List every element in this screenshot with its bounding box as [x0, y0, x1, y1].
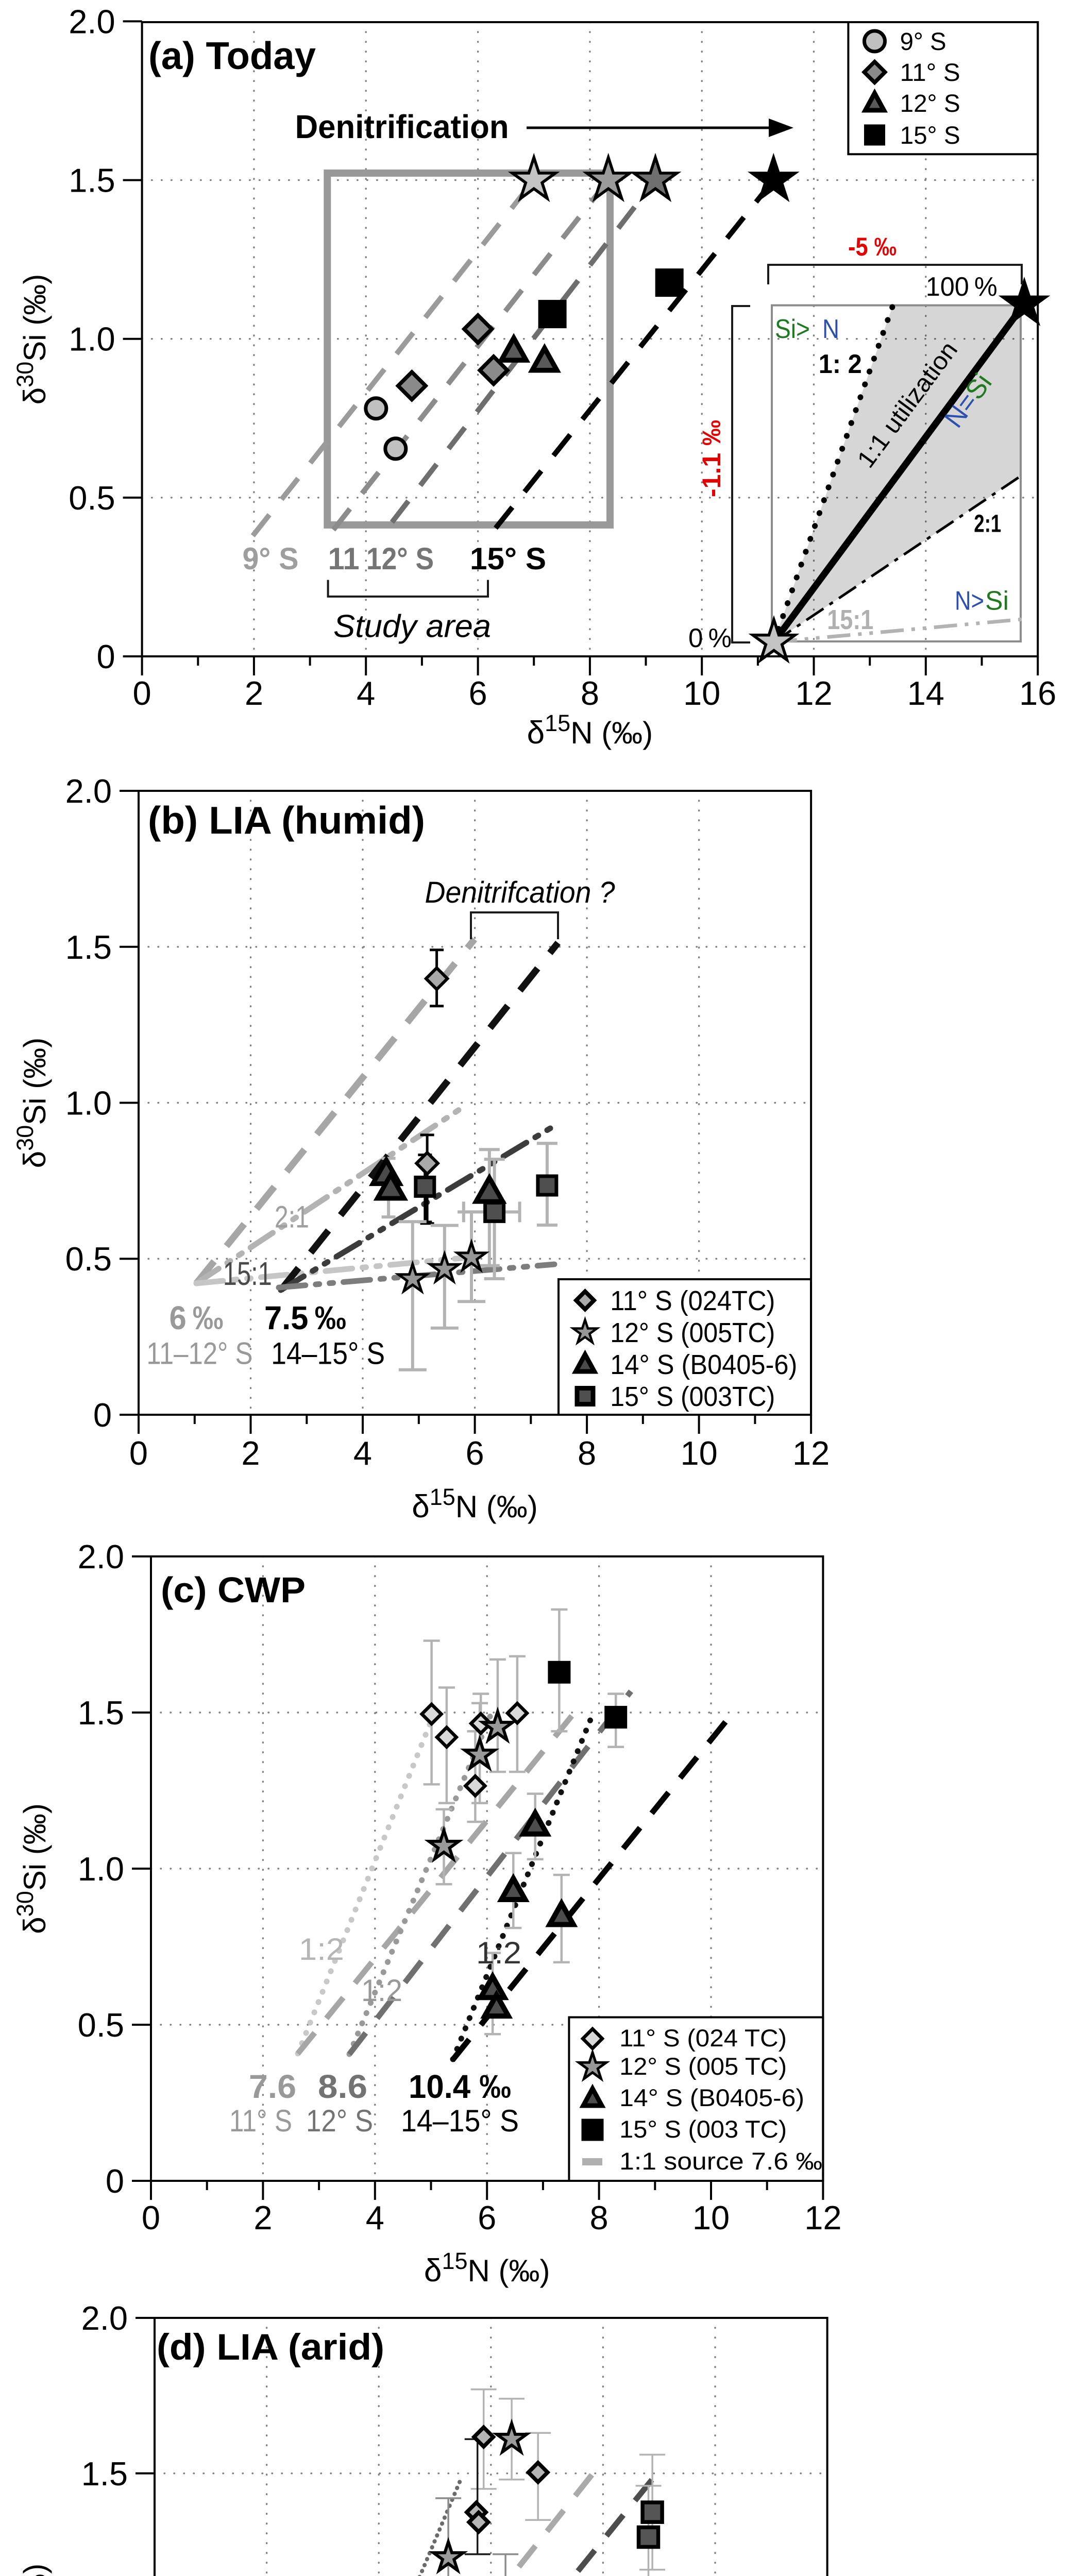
svg-text:14: 14	[907, 674, 944, 712]
svg-text:Si>: Si>	[775, 314, 810, 344]
svg-text:11–12° S: 11–12° S	[146, 1336, 252, 1370]
svg-text:-1.1 ‰: -1.1 ‰	[697, 420, 726, 497]
svg-text:2.0: 2.0	[78, 1538, 124, 1575]
svg-text:11: 11	[328, 541, 360, 576]
svg-text:Si: Si	[985, 586, 1009, 616]
svg-text:(b) LIA (humid): (b) LIA (humid)	[148, 799, 425, 842]
svg-text:1.5: 1.5	[65, 928, 112, 966]
svg-text:8: 8	[590, 2199, 608, 2236]
svg-text:(a) Today: (a) Today	[148, 34, 316, 77]
svg-text:14° S (B0405-6): 14° S (B0405-6)	[610, 1349, 797, 1380]
svg-text:0 %: 0 %	[688, 623, 732, 653]
svg-text:4: 4	[357, 674, 375, 712]
svg-text:2.0: 2.0	[65, 772, 112, 810]
svg-text:1.0: 1.0	[69, 320, 115, 358]
svg-text:1.5: 1.5	[81, 2455, 128, 2493]
svg-text:1.5: 1.5	[78, 1694, 124, 1732]
svg-text:12° S (005 TC): 12° S (005 TC)	[619, 2053, 787, 2080]
svg-text:Study area: Study area	[333, 609, 491, 645]
svg-text:2: 2	[253, 2199, 272, 2236]
svg-text:0: 0	[133, 674, 151, 712]
svg-text:0.5: 0.5	[69, 479, 115, 517]
svg-text:0.5: 0.5	[78, 2006, 124, 2044]
svg-text:Denitrifcation ?: Denitrifcation ?	[425, 876, 616, 909]
svg-text:15:1: 15:1	[827, 604, 873, 635]
svg-text:11° S (024TC): 11° S (024TC)	[610, 1285, 775, 1316]
svg-text:δ30Si (‰): δ30Si (‰)	[12, 274, 52, 404]
svg-text:6: 6	[478, 2199, 496, 2236]
svg-text:8: 8	[578, 1434, 596, 1472]
svg-text:1:1 source 7.6 ‰: 1:1 source 7.6 ‰	[619, 2147, 822, 2175]
svg-text:11° S (024 TC): 11° S (024 TC)	[619, 2024, 787, 2052]
svg-text:14–15° S: 14–15° S	[271, 1336, 385, 1370]
svg-text:Denitrification: Denitrification	[295, 108, 509, 145]
svg-text:-5 ‰: -5 ‰	[848, 232, 897, 261]
svg-text:9° S: 9° S	[900, 28, 946, 56]
svg-text:2.0: 2.0	[81, 2299, 128, 2337]
svg-text:1:2: 1:2	[361, 1973, 402, 2008]
svg-text:10: 10	[680, 1434, 717, 1472]
svg-text:10: 10	[683, 674, 720, 712]
svg-text:12° S: 12° S	[306, 2104, 373, 2138]
svg-text:N: N	[822, 314, 839, 344]
svg-text:12° S: 12° S	[900, 90, 960, 117]
svg-text:9° S: 9° S	[243, 541, 299, 576]
svg-text:1:2: 1:2	[476, 1936, 521, 1970]
svg-text:0: 0	[93, 1396, 112, 1434]
svg-text:12: 12	[792, 1434, 830, 1472]
svg-text:0: 0	[96, 638, 115, 675]
svg-text:4: 4	[353, 1434, 372, 1472]
svg-text:0: 0	[129, 1434, 148, 1472]
svg-text:7.5 ‰: 7.5 ‰	[264, 1299, 346, 1336]
svg-text:100 %: 100 %	[926, 272, 998, 302]
svg-text:12° S (005TC): 12° S (005TC)	[610, 1317, 775, 1348]
svg-text:15° S (003 TC): 15° S (003 TC)	[619, 2115, 787, 2143]
svg-text:N>: N>	[955, 586, 984, 616]
svg-text:1.5: 1.5	[69, 162, 115, 199]
svg-text:0: 0	[106, 2162, 124, 2200]
svg-text:0.5: 0.5	[65, 1240, 112, 1278]
svg-text:15:1: 15:1	[223, 1255, 272, 1292]
svg-text:16: 16	[1019, 674, 1056, 712]
svg-text:(c) CWP: (c) CWP	[161, 1570, 306, 1610]
svg-text:8: 8	[581, 674, 599, 712]
svg-text:12° S: 12° S	[366, 541, 434, 576]
svg-text:15° S (003TC): 15° S (003TC)	[610, 1381, 775, 1412]
svg-text:0: 0	[142, 2199, 160, 2236]
svg-text:6: 6	[469, 674, 487, 712]
svg-text:10: 10	[692, 2199, 730, 2236]
svg-text:11° S: 11° S	[229, 2104, 292, 2138]
svg-text:δ15N (‰): δ15N (‰)	[527, 710, 653, 751]
svg-text:1.0: 1.0	[65, 1084, 112, 1122]
svg-text:2: 2	[241, 1434, 260, 1472]
svg-text:15° S: 15° S	[900, 122, 960, 149]
svg-text:4: 4	[366, 2199, 384, 2236]
svg-text:7.6: 7.6	[249, 2068, 296, 2105]
svg-text:6: 6	[466, 1434, 484, 1472]
svg-text:1: 2: 1: 2	[819, 349, 862, 379]
svg-text:15° S: 15° S	[470, 541, 546, 576]
svg-text:8.6: 8.6	[318, 2068, 367, 2105]
svg-text:2:1: 2:1	[974, 511, 1001, 538]
svg-text:10.4 ‰: 10.4 ‰	[409, 2068, 511, 2105]
svg-text:1:2: 1:2	[299, 1932, 344, 1967]
svg-text:12: 12	[795, 674, 832, 712]
svg-text:14° S (B0405-6): 14° S (B0405-6)	[619, 2084, 804, 2111]
svg-text:1.0: 1.0	[78, 1850, 124, 1888]
svg-text:2: 2	[245, 674, 263, 712]
svg-text:11° S: 11° S	[900, 59, 960, 87]
svg-text:12: 12	[804, 2199, 841, 2236]
svg-text:(d) LIA (arid): (d) LIA (arid)	[157, 2327, 384, 2368]
svg-text:2:1: 2:1	[275, 1199, 309, 1234]
svg-text:14–15° S: 14–15° S	[401, 2104, 519, 2138]
svg-text:2.0: 2.0	[69, 3, 115, 40]
svg-text:6 ‰: 6 ‰	[170, 1299, 224, 1336]
svg-text:δ30Si (‰): δ30Si (‰)	[12, 2564, 52, 2576]
